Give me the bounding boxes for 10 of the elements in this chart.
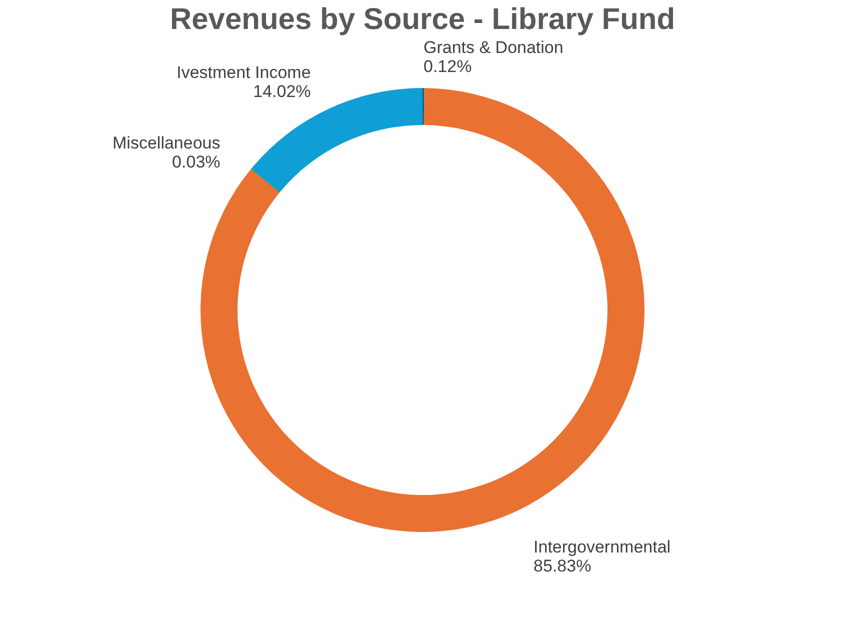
- slice-label: Miscellaneous: [112, 133, 220, 152]
- chart-title: Revenues by Source - Library Fund: [170, 3, 676, 36]
- data-label: 85.83%: [534, 556, 592, 576]
- slice-label: Ivestment Income: [176, 63, 311, 82]
- data-label: 14.02%: [253, 82, 311, 102]
- donut-slice: [251, 168, 280, 193]
- slice-label: Grants & Donation: [423, 38, 564, 57]
- data-label: 0.12%: [423, 57, 472, 76]
- slice-label: Intergovernmental: [534, 537, 671, 556]
- data-label: 0.03%: [172, 152, 220, 172]
